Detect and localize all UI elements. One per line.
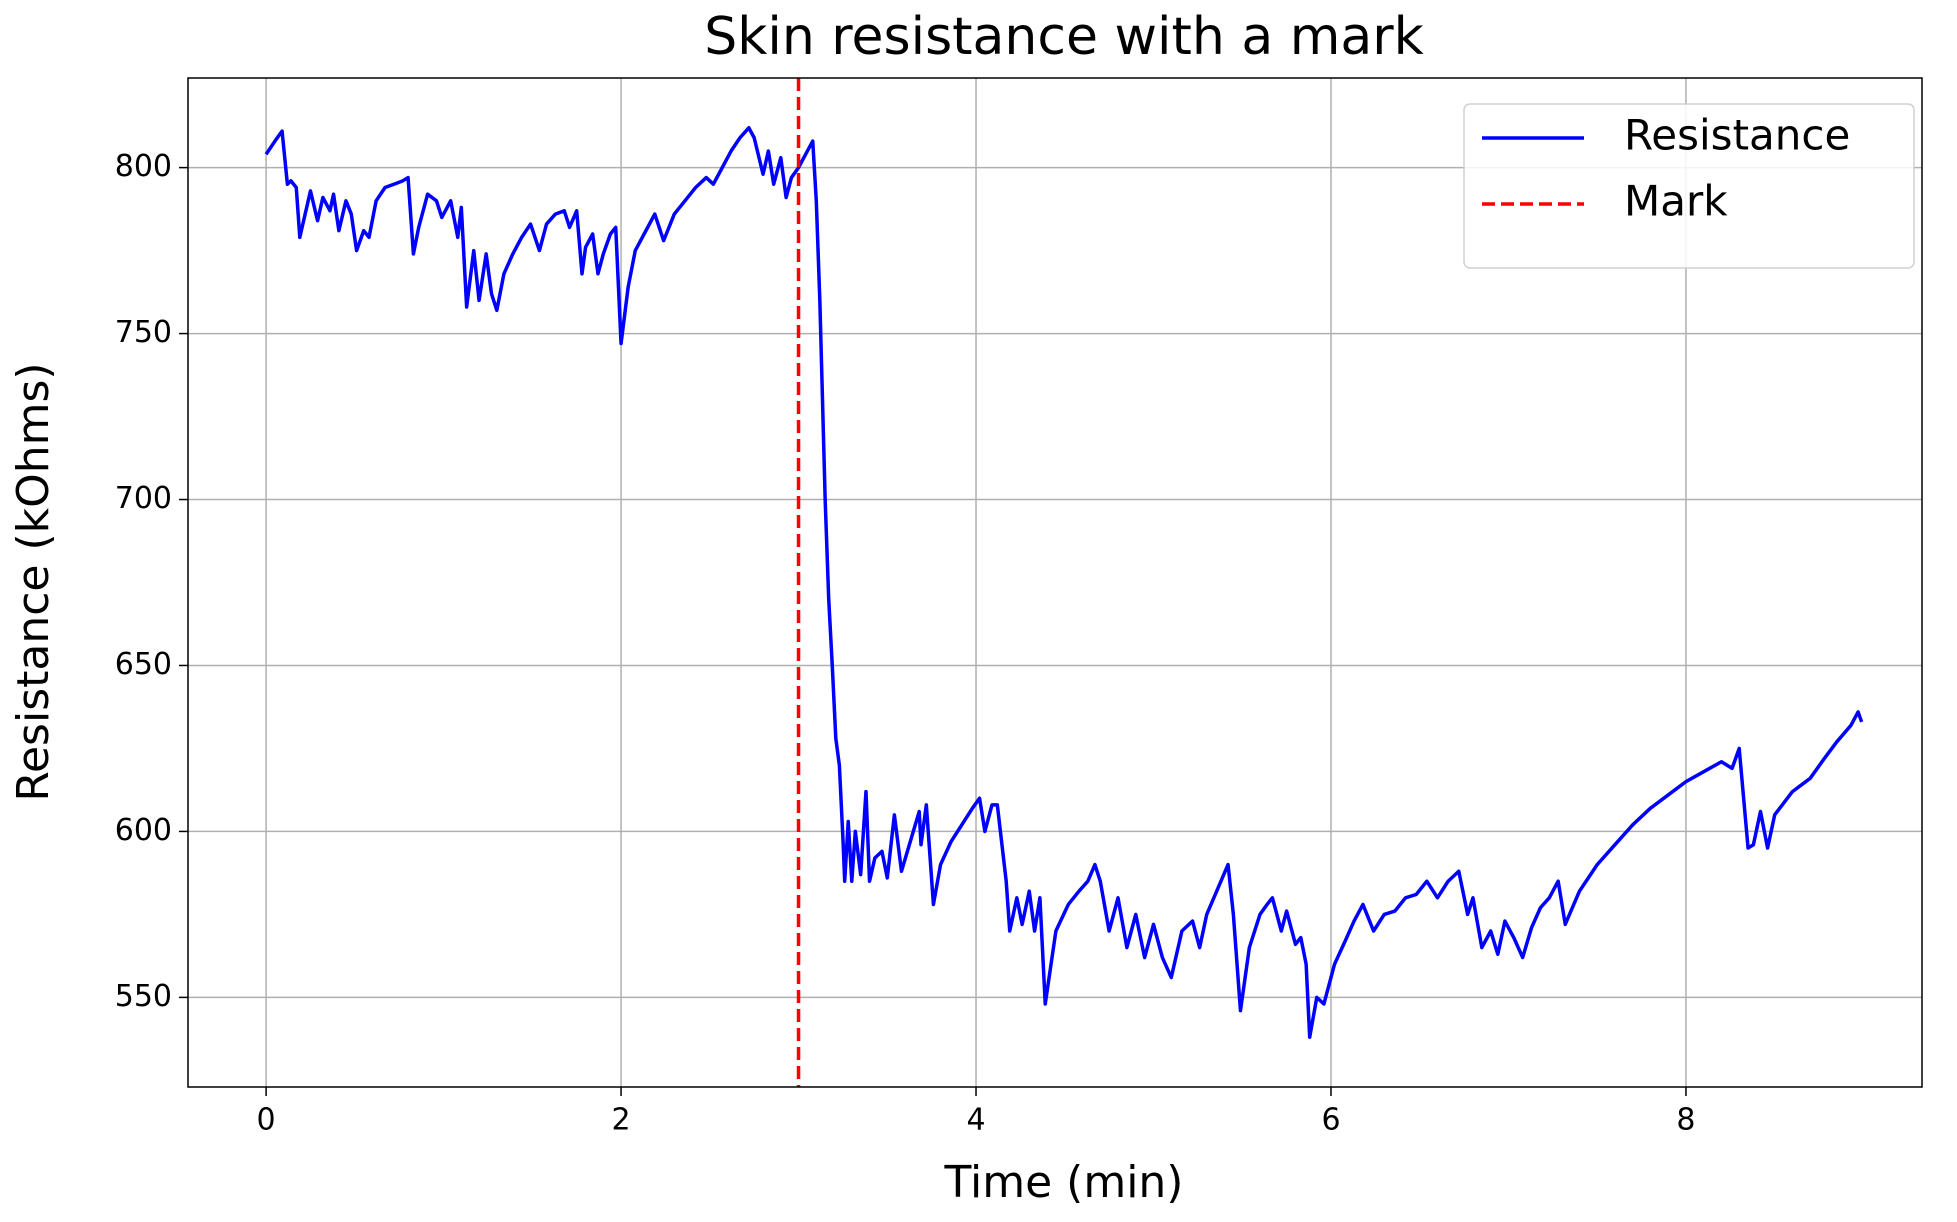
y-tick-label: 750: [115, 315, 172, 350]
x-tick-label: 0: [257, 1103, 276, 1138]
x-tick-label: 8: [1676, 1103, 1695, 1138]
y-tick-label: 600: [115, 813, 172, 848]
legend-label: Mark: [1624, 177, 1728, 226]
legend-label: Resistance: [1624, 111, 1850, 160]
y-tick-label: 700: [115, 481, 172, 516]
y-axis-label: Resistance (kOhms): [8, 362, 59, 801]
y-tick-label: 800: [115, 149, 172, 184]
y-tick-label: 650: [115, 647, 172, 682]
y-tick-label: 550: [115, 979, 172, 1014]
legend-box: [1463, 103, 1915, 269]
plot-frame: [187, 77, 1923, 1088]
x-tick-label: 4: [966, 1103, 985, 1138]
chart-title: Skin resistance with a mark: [704, 7, 1424, 67]
x-tick-label: 2: [612, 1103, 631, 1138]
x-tick-label: 6: [1321, 1103, 1340, 1138]
x-axis-label: Time (min): [944, 1157, 1184, 1208]
data-line: [264, 126, 1864, 1039]
